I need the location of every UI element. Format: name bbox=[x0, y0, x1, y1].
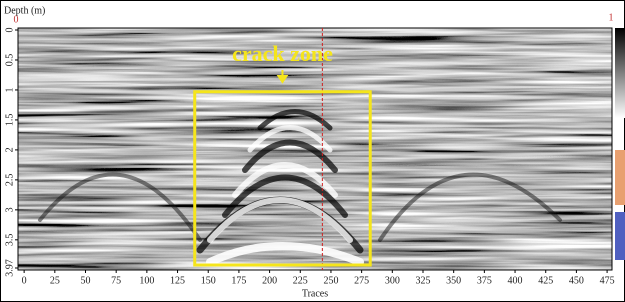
x-tick-label: 125 bbox=[170, 275, 185, 286]
x-tick-label: 300 bbox=[385, 275, 400, 286]
y-axis-label: Depth (m) bbox=[4, 5, 45, 16]
x-tick-label: 375 bbox=[477, 275, 492, 286]
x-tick-label: 325 bbox=[416, 275, 431, 286]
x-tick-label: 75 bbox=[111, 275, 121, 286]
x-tick-label: 100 bbox=[139, 275, 154, 286]
x-tick-label: 25 bbox=[50, 275, 60, 286]
x-tick-label: 200 bbox=[262, 275, 277, 286]
x-tick-label: 175 bbox=[231, 275, 246, 286]
x-tick-label: 225 bbox=[293, 275, 308, 286]
colorbar bbox=[615, 28, 625, 118]
x-tick-label: 425 bbox=[538, 275, 553, 286]
side-tab bbox=[615, 212, 625, 260]
annotation-label: crack zone bbox=[232, 41, 333, 66]
x-tick-label: 275 bbox=[354, 275, 369, 286]
x-tick-label: 50 bbox=[81, 275, 91, 286]
y-tick-label: 0.5 bbox=[4, 54, 15, 66]
x-axis-label: Traces bbox=[302, 288, 328, 299]
x-tick-label: 475 bbox=[600, 275, 615, 286]
x-tick-label: 0 bbox=[22, 275, 27, 286]
radargram-figure: Depth (m) 0 1 Traces 0 25 50 75 100 125 150 175… bbox=[0, 0, 625, 302]
y-tick-label: 1 bbox=[4, 87, 15, 92]
corner-label: 0 bbox=[14, 14, 19, 25]
y-tick-label: 2.5 bbox=[4, 174, 15, 187]
y-tick-label: 2 bbox=[4, 147, 15, 152]
corner-label: 1 bbox=[609, 12, 614, 23]
y-tick-label: 3.97 bbox=[4, 259, 15, 277]
y-tick-label: 3.5 bbox=[4, 234, 15, 247]
x-tick-label: 450 bbox=[569, 275, 584, 286]
side-tab bbox=[615, 150, 625, 205]
y-tick-label: 1.5 bbox=[4, 114, 15, 127]
y-tick-label: 0 bbox=[4, 28, 15, 33]
x-tick-label: 350 bbox=[446, 275, 461, 286]
x-tick-label: 250 bbox=[323, 275, 338, 286]
y-tick-label: 3 bbox=[4, 207, 15, 212]
x-tick-label: 400 bbox=[508, 275, 523, 286]
x-tick-label: 150 bbox=[201, 275, 216, 286]
